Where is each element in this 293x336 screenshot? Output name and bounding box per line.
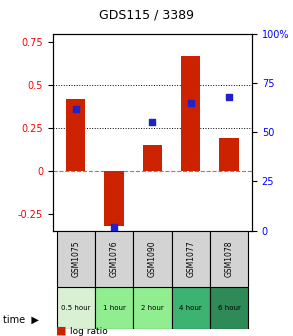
FancyBboxPatch shape (133, 287, 171, 329)
Point (112, 224, 116, 229)
Bar (181, 56, 200, 171)
FancyBboxPatch shape (57, 287, 95, 329)
FancyBboxPatch shape (210, 231, 248, 287)
FancyBboxPatch shape (171, 287, 210, 329)
Point (73, 106, 78, 111)
Text: 6 hour: 6 hour (218, 305, 241, 311)
Text: 1 hour: 1 hour (103, 305, 125, 311)
FancyBboxPatch shape (210, 287, 248, 329)
Point (150, 120, 155, 125)
Text: 4 hour: 4 hour (179, 305, 202, 311)
Text: GSM1076: GSM1076 (110, 241, 119, 277)
Text: GSM1078: GSM1078 (224, 241, 234, 277)
Text: GSM1077: GSM1077 (186, 241, 195, 277)
Text: log ratio: log ratio (70, 327, 108, 336)
FancyBboxPatch shape (133, 231, 171, 287)
Bar (66, 99, 85, 171)
Bar (219, 138, 239, 171)
Text: time  ▶: time ▶ (3, 315, 39, 325)
Text: ■: ■ (56, 326, 66, 336)
FancyBboxPatch shape (57, 231, 95, 287)
Text: GSM1075: GSM1075 (71, 241, 80, 277)
Bar (105, 171, 124, 225)
Text: 0.5 hour: 0.5 hour (61, 305, 91, 311)
Point (188, 100, 193, 105)
Point (227, 94, 231, 99)
Text: GDS115 / 3389: GDS115 / 3389 (99, 9, 194, 22)
Text: GSM1090: GSM1090 (148, 241, 157, 277)
FancyBboxPatch shape (95, 287, 133, 329)
Text: 2 hour: 2 hour (141, 305, 164, 311)
Bar (143, 145, 162, 171)
FancyBboxPatch shape (171, 231, 210, 287)
FancyBboxPatch shape (95, 231, 133, 287)
